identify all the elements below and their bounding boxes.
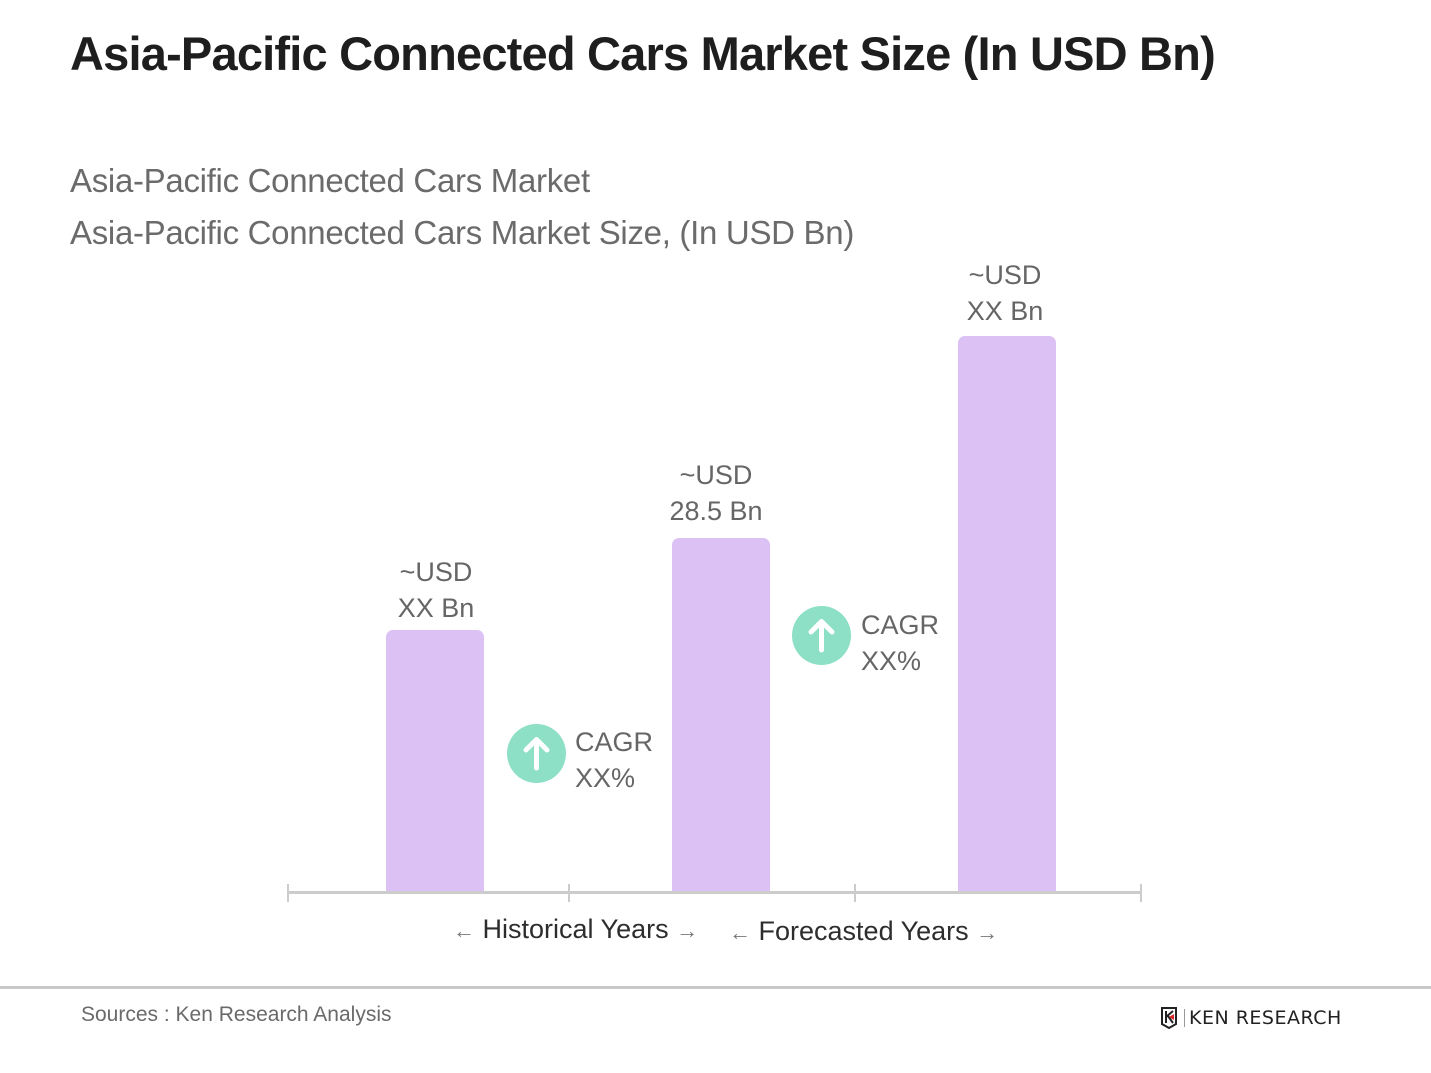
- bar-label-1-line1: ~USD: [399, 557, 473, 587]
- bar-label-3-line1: ~USD: [968, 260, 1042, 290]
- cagr-2-value: XX%: [861, 646, 922, 676]
- cagr-circle-1: [507, 724, 566, 783]
- bar-label-2-line1: ~USD: [679, 460, 753, 490]
- cagr-circle-2: [792, 606, 851, 665]
- x-axis: [288, 891, 1142, 894]
- cagr-1-label: CAGR: [575, 727, 654, 757]
- bar-2: [672, 538, 770, 892]
- axis-tick: [287, 884, 289, 902]
- arrow-left-icon: ←: [729, 920, 751, 945]
- chart-title: Asia-Pacific Connected Cars Market Size …: [70, 27, 1216, 80]
- cagr-1-value: XX%: [575, 763, 636, 793]
- chart-subtitle-2: Asia-Pacific Connected Cars Market Size,…: [70, 214, 855, 251]
- forecasted-years-label: Forecasted Years: [758, 916, 969, 946]
- bar-label-2-line2: 28.5 Bn: [669, 496, 763, 526]
- bar-label-2: ~USD 28.5 Bn: [636, 457, 796, 529]
- axis-tick: [854, 884, 856, 902]
- arrow-left-icon: ←: [453, 918, 475, 943]
- arrow-right-icon: →: [676, 918, 699, 943]
- cagr-text-1: CAGR XX%: [575, 724, 653, 796]
- bar-label-3: ~USD XX Bn: [925, 257, 1085, 329]
- ken-research-logo: KEN RESEARCH: [1160, 1006, 1342, 1030]
- source-note: Sources : Ken Research Analysis: [81, 1003, 392, 1026]
- bar-3: [958, 336, 1056, 892]
- period-forecasted: ← Forecasted Years →: [729, 916, 998, 947]
- cagr-2-label: CAGR: [861, 610, 940, 640]
- axis-tick: [568, 884, 570, 902]
- historical-years-label: Historical Years: [482, 914, 669, 944]
- footer-divider: [0, 986, 1431, 989]
- arrow-up-icon: [808, 619, 835, 653]
- arrow-right-icon: →: [976, 920, 999, 945]
- axis-tick: [1140, 884, 1142, 902]
- bar-1: [386, 630, 484, 892]
- logo-separator: [1184, 1009, 1185, 1027]
- bar-label-1: ~USD XX Bn: [356, 554, 516, 626]
- arrow-up-icon: [523, 737, 550, 771]
- chart-subtitle-1: Asia-Pacific Connected Cars Market: [70, 162, 590, 199]
- bar-label-1-line2: XX Bn: [397, 593, 475, 623]
- ken-logo-icon: [1161, 1007, 1177, 1030]
- bar-label-3-line2: XX Bn: [966, 296, 1044, 326]
- cagr-text-2: CAGR XX%: [861, 607, 939, 679]
- period-historical: ← Historical Years →: [453, 914, 698, 945]
- logo-text: KEN RESEARCH: [1189, 1007, 1342, 1029]
